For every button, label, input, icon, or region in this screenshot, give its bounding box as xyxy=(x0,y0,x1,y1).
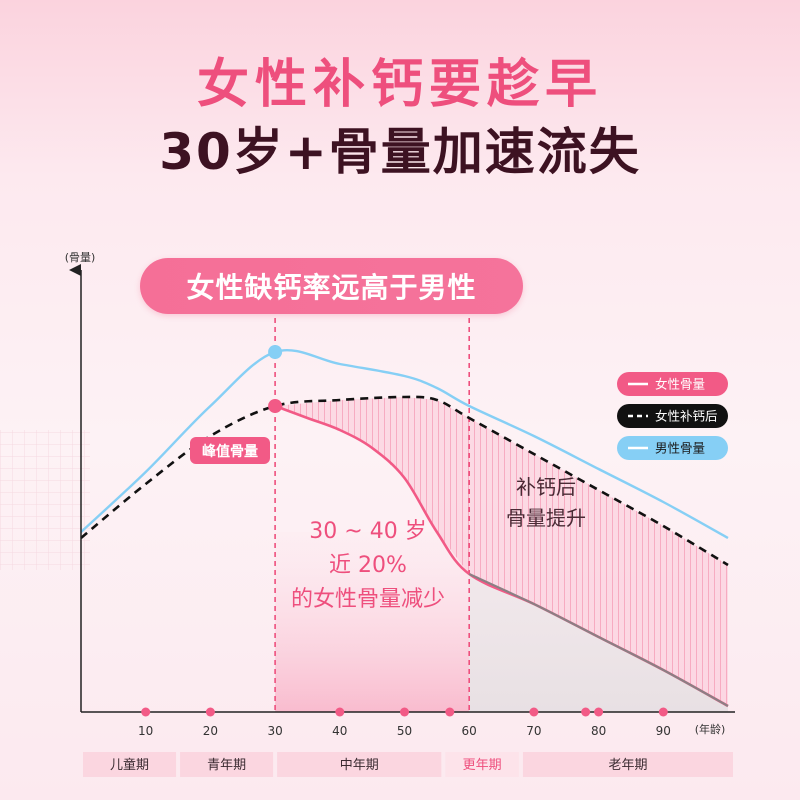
supplement-gain-area xyxy=(275,397,728,706)
legend-label-1: 女性补钙后 xyxy=(655,409,718,424)
series-points xyxy=(268,345,283,413)
tick-dot-extra-78 xyxy=(581,707,591,717)
tick-label-10: 10 xyxy=(138,724,153,738)
stage-label-4: 老年期 xyxy=(608,758,647,773)
tick-label-70: 70 xyxy=(526,724,541,738)
peak-label-text: 峰值骨量 xyxy=(202,443,258,460)
banner-pill: 女性缺钙率远高于男性 xyxy=(140,258,523,314)
mid-annotation: 30 ~ 40 岁 近 20% 的女性骨量减少 xyxy=(291,519,445,612)
stage-box-3 xyxy=(445,752,519,777)
mid-annotation-line-2: 近 20% xyxy=(329,553,407,578)
chart-areas xyxy=(275,397,728,712)
tick-label-90: 90 xyxy=(656,724,671,738)
bg-grid xyxy=(0,430,90,570)
life-stage-bar: 儿童期 青年期 中年期 更年期 老年期 xyxy=(83,752,733,777)
page-title: 女性补钙要趁早 xyxy=(196,55,603,115)
midlife-highlight xyxy=(275,532,470,712)
x-axis-label: (年龄) xyxy=(695,722,726,736)
legend-label-0: 女性骨量 xyxy=(655,377,705,392)
tick-label-20: 20 xyxy=(203,724,218,738)
tick-dot-90 xyxy=(658,707,668,717)
tick-dot-70 xyxy=(529,707,539,717)
right-annotation-line-1: 补钙后 xyxy=(516,475,576,499)
legend-box-0 xyxy=(617,372,728,396)
stage-box-4 xyxy=(522,752,733,777)
tick-dot-20 xyxy=(205,707,215,717)
stage-label-0: 儿童期 xyxy=(110,757,149,773)
legend-item-1: 女性补钙后 xyxy=(617,404,728,428)
mid-annotation-line-1: 30 ~ 40 岁 xyxy=(309,519,426,544)
y-axis-label: (骨量) xyxy=(65,251,96,264)
legend-item-2: 男性骨量 xyxy=(617,436,728,460)
legend-label-2: 男性骨量 xyxy=(655,441,705,456)
dashed-markers xyxy=(274,318,471,712)
male-peak-point xyxy=(268,345,283,359)
tick-dot-40 xyxy=(335,707,345,717)
stage-label-3: 更年期 xyxy=(463,758,502,773)
legend-item-0: 女性骨量 xyxy=(617,372,728,396)
tick-label-50: 50 xyxy=(397,724,412,738)
page-subtitle: 30岁+骨量加速流失 xyxy=(159,123,641,181)
tick-label-80: 80 xyxy=(591,724,606,738)
female-line-late xyxy=(468,573,729,707)
tick-dot-80 xyxy=(594,707,604,717)
stage-label-2: 中年期 xyxy=(340,758,379,773)
right-annotation: 补钙后 骨量提升 xyxy=(506,475,586,530)
tick-label-30: 30 xyxy=(267,724,282,738)
male-line xyxy=(80,349,729,540)
stage-box-2 xyxy=(277,752,442,777)
tick-dot-10 xyxy=(141,707,151,717)
female-lower-area xyxy=(469,574,728,712)
legend-box-2 xyxy=(617,436,728,460)
tick-dot-50 xyxy=(400,707,409,717)
tick-label-40: 40 xyxy=(332,724,347,738)
tick-label-60: 60 xyxy=(462,724,477,738)
stage-box-0 xyxy=(83,752,177,777)
mid-annotation-line-3: 的女性骨量减少 xyxy=(291,587,445,612)
female-peak-point xyxy=(268,399,283,413)
legend-box-1 xyxy=(617,404,728,428)
stage-box-1 xyxy=(180,752,274,777)
peak-label: 峰值骨量 xyxy=(190,437,270,464)
stage-label-1: 青年期 xyxy=(207,758,246,773)
tick-dot-extra-57 xyxy=(445,707,455,717)
right-annotation-line-2: 骨量提升 xyxy=(506,506,586,530)
x-axis-ticks: 10 20 30 40 50 60 70 80 90 xyxy=(138,707,671,738)
